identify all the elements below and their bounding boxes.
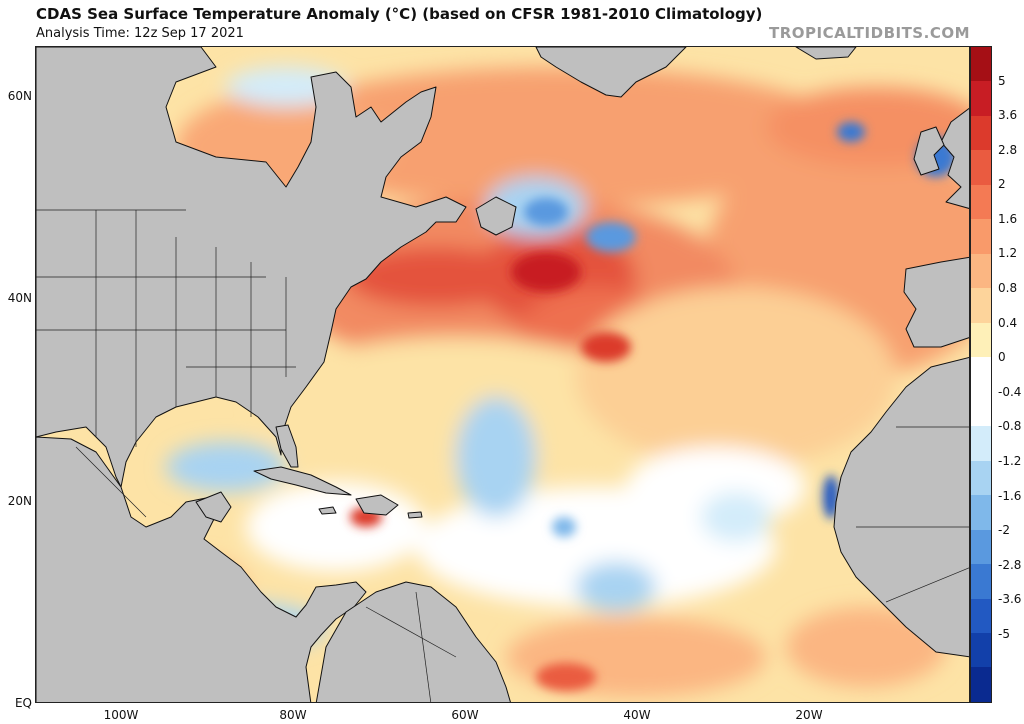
europe-landmass <box>940 107 969 209</box>
colorbar-label: 2 <box>998 177 1006 192</box>
colorbar-segment <box>971 426 991 461</box>
colorbar-segment <box>971 598 991 633</box>
colorbar-segment <box>971 81 991 116</box>
colorbar-label: 0 <box>998 350 1006 365</box>
colorbar-label: 1.6 <box>998 211 1018 226</box>
lat-tick-20n: 20N <box>7 494 32 508</box>
colorbar-segment <box>971 564 991 599</box>
colorbar-label: 3.6 <box>998 108 1018 123</box>
lon-tick-40w: 40W <box>623 708 651 722</box>
colorbar-label: -2.8 <box>998 557 1022 572</box>
colorbar-label: 0.8 <box>998 281 1018 296</box>
south-america-landmass <box>315 581 511 702</box>
colorbar-segment <box>971 47 991 82</box>
iceland <box>795 47 857 60</box>
iberia <box>903 256 969 348</box>
colorbar-label: -1.6 <box>998 488 1022 503</box>
colorbar-segment <box>971 632 991 668</box>
sst-anomaly-map <box>35 46 970 703</box>
colorbar-segment <box>971 288 991 323</box>
colorbar-label: -1.2 <box>998 453 1022 468</box>
colorbar-label: -0.8 <box>998 419 1022 434</box>
colorbar-segment <box>971 391 991 427</box>
anomaly-colorbar <box>970 46 992 703</box>
map-title: CDAS Sea Surface Temperature Anomaly (°C… <box>36 5 763 23</box>
mexico-central-america <box>36 436 367 702</box>
lat-tick-eq: EQ <box>14 696 32 710</box>
lon-tick-100w: 100W <box>103 708 139 722</box>
lon-tick-20w: 20W <box>795 708 823 722</box>
colorbar-segment <box>971 150 991 185</box>
colorbar-segment <box>971 529 991 565</box>
lat-tick-40n: 40N <box>7 291 32 305</box>
colorbar-segment <box>971 219 991 254</box>
british-isles <box>913 126 945 176</box>
colorbar-label: 0.4 <box>998 315 1018 330</box>
colorbar-segment <box>971 357 991 392</box>
colorbar-label: 2.8 <box>998 142 1018 157</box>
puerto-rico <box>407 511 423 519</box>
colorbar-segment <box>971 322 991 358</box>
colorbar-label: -5 <box>998 626 1010 641</box>
jamaica <box>318 506 337 515</box>
cuba <box>253 466 352 496</box>
colorbar-segment <box>971 460 991 496</box>
analysis-time: Analysis Time: 12z Sep 17 2021 <box>36 26 244 41</box>
greenland <box>535 47 687 98</box>
colorbar-label: -2 <box>998 523 1010 538</box>
political-borders <box>36 209 969 702</box>
colorbar-label: -0.4 <box>998 384 1022 399</box>
lon-tick-80w: 80W <box>279 708 307 722</box>
lat-tick-60n: 60N <box>7 89 32 103</box>
colorbar-segment <box>971 495 991 530</box>
colorbar-label: 5 <box>998 73 1006 88</box>
florida <box>275 424 299 468</box>
colorbar-label: -3.6 <box>998 592 1022 607</box>
colorbar-segment <box>971 667 991 702</box>
yucatan <box>195 491 232 523</box>
lon-tick-60w: 60W <box>451 708 479 722</box>
colorbar-segment <box>971 115 991 151</box>
hispaniola <box>355 494 399 516</box>
newfoundland <box>475 196 517 236</box>
colorbar-segment <box>971 253 991 289</box>
colorbar-segment <box>971 184 991 220</box>
site-credit: TROPICALTIDBITS.COM <box>769 24 970 42</box>
colorbar-label: 1.2 <box>998 246 1018 261</box>
